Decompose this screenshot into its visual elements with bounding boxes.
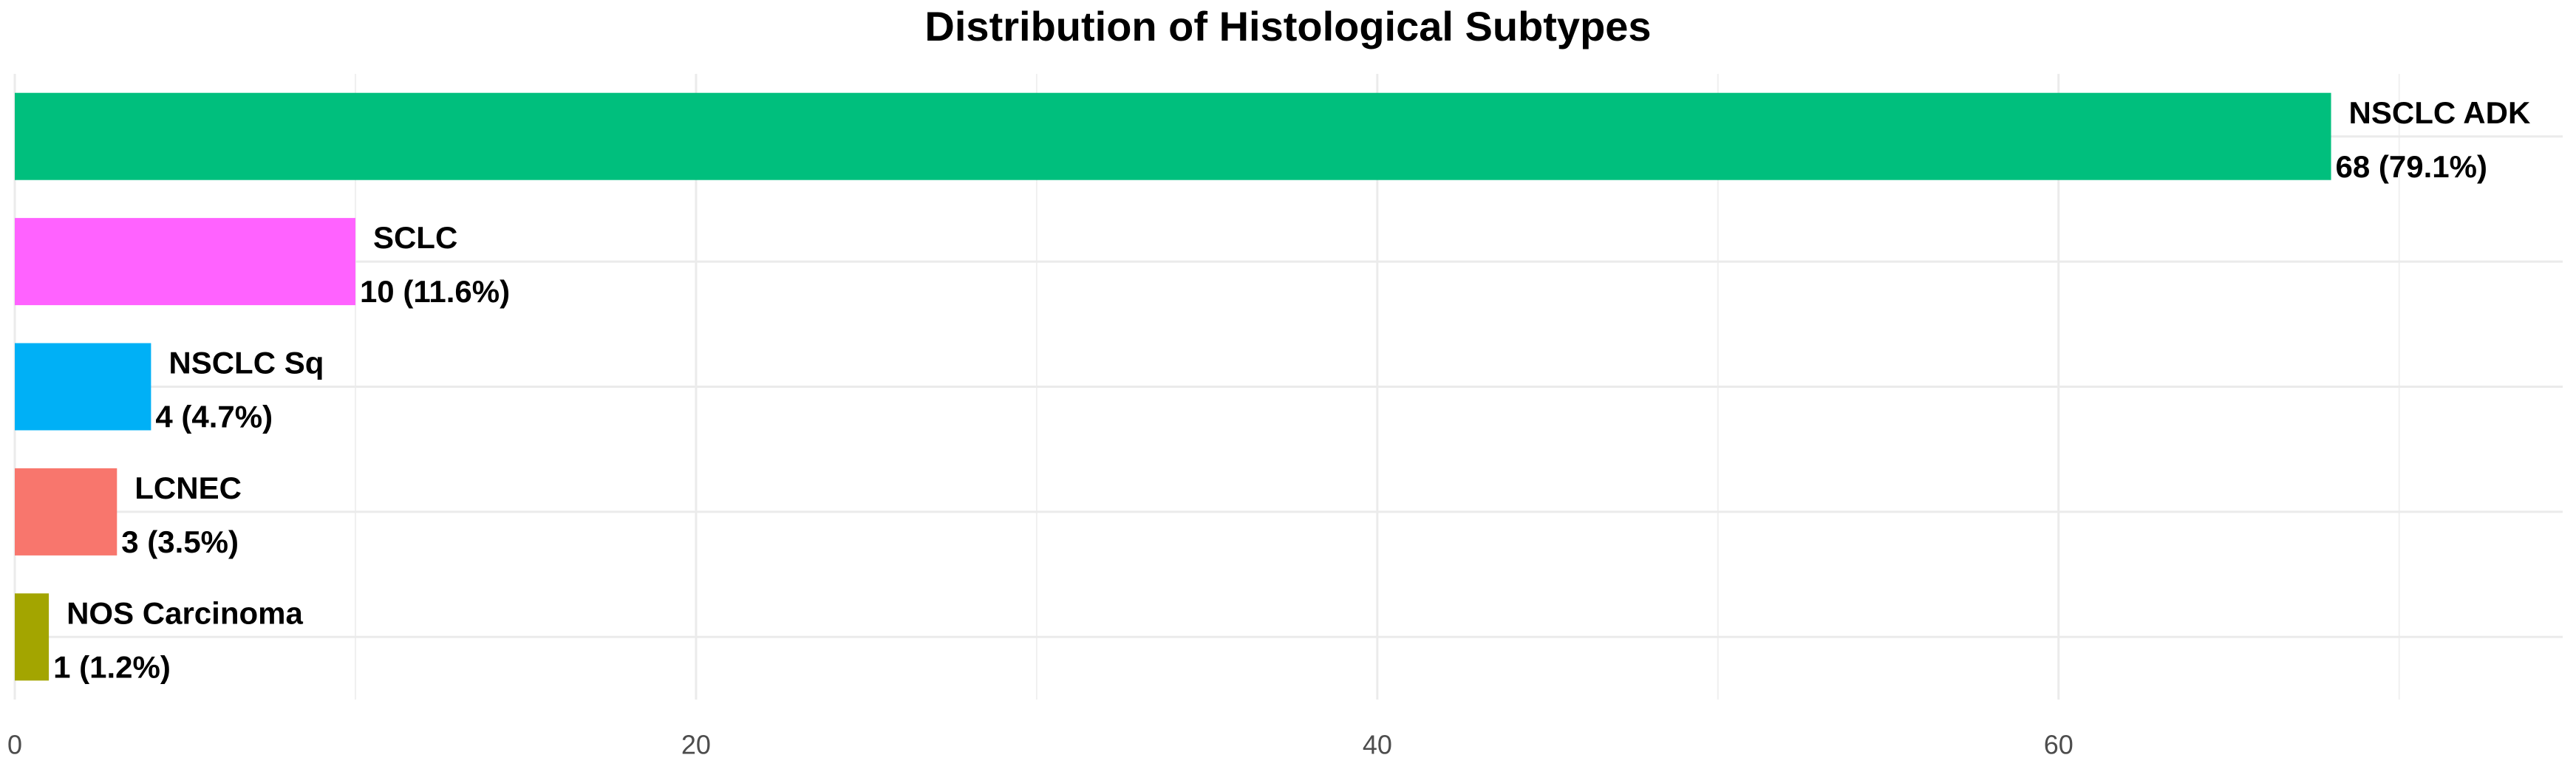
bar bbox=[15, 468, 117, 556]
x-tick-label: 20 bbox=[681, 730, 711, 760]
category-label: NSCLC ADK bbox=[2349, 95, 2531, 130]
x-tick-label: 60 bbox=[2044, 730, 2074, 760]
value-label: 68 (79.1%) bbox=[2336, 149, 2487, 184]
category-label: NSCLC Sq bbox=[168, 346, 324, 380]
category-label: NOS Carcinoma bbox=[67, 595, 303, 630]
x-tick-label: 40 bbox=[1363, 730, 1392, 760]
category-label: LCNEC bbox=[134, 471, 242, 505]
value-label: 1 (1.2%) bbox=[53, 649, 171, 684]
chart-title: Distribution of Histological Subtypes bbox=[924, 3, 1651, 49]
bar bbox=[15, 218, 355, 306]
category-label: SCLC bbox=[373, 220, 457, 255]
bar bbox=[15, 92, 2331, 180]
x-tick-label: 0 bbox=[7, 730, 22, 760]
bar bbox=[15, 593, 50, 681]
value-label: 3 (3.5%) bbox=[121, 524, 239, 559]
value-label: 10 (11.6%) bbox=[360, 274, 510, 309]
bar bbox=[15, 343, 151, 431]
value-label: 4 (4.7%) bbox=[155, 400, 273, 434]
